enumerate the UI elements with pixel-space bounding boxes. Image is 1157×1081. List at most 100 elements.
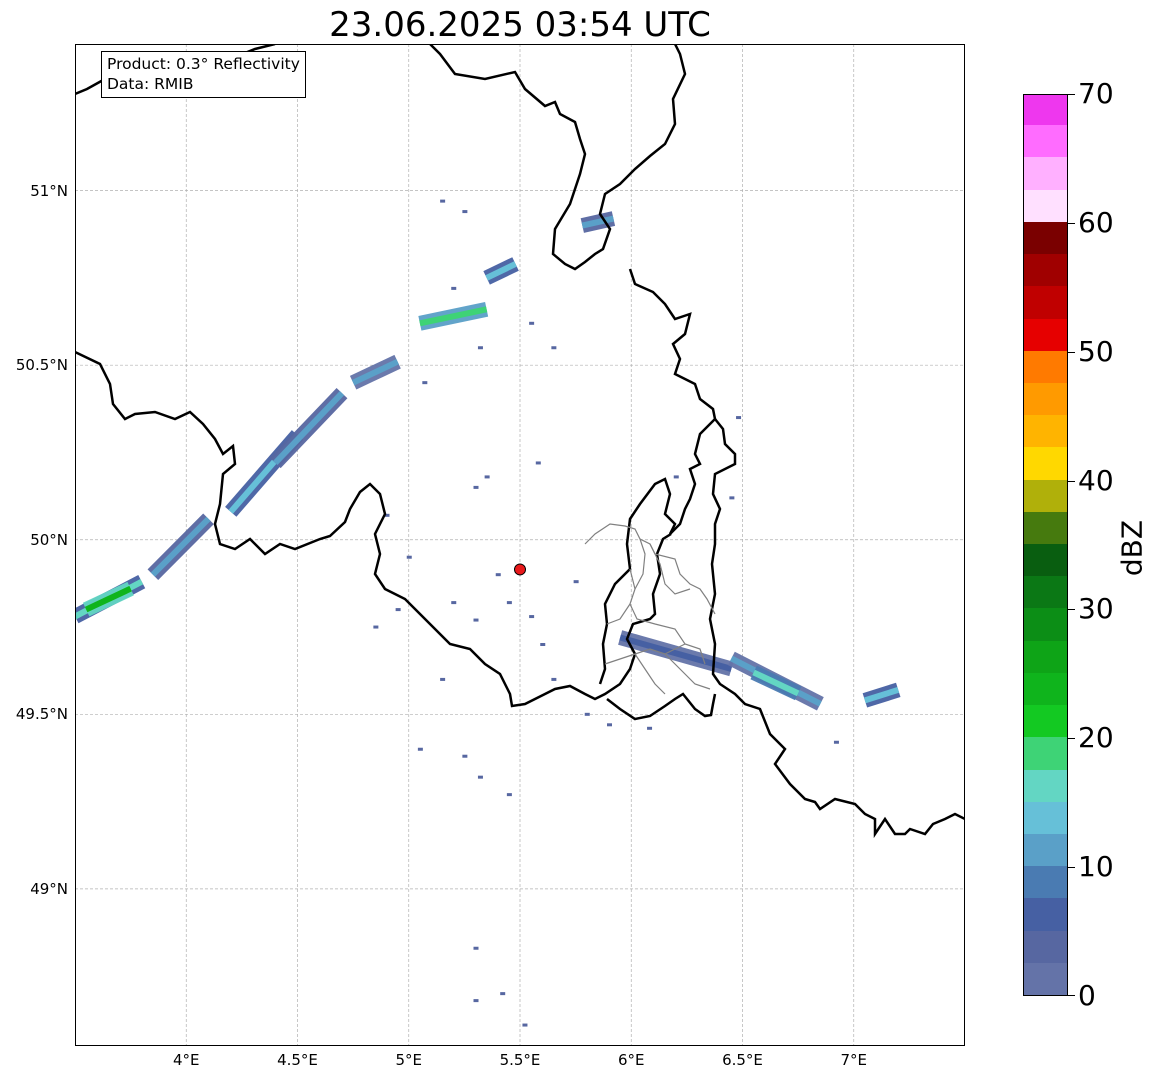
- radar-echo-speckle: [506, 601, 512, 605]
- country-border-belgium-germany: [628, 268, 717, 535]
- radar-echo-speckle: [477, 775, 483, 779]
- colorbar-segment: [1024, 382, 1067, 416]
- subregion-outline: [629, 538, 706, 665]
- colorbar-segment: [1024, 446, 1067, 480]
- colorbar-tick-label: 40: [1078, 463, 1114, 497]
- radar-echo-speckle: [417, 747, 423, 751]
- country-border-france-belgium-south: [75, 350, 672, 708]
- radar-site-marker: [514, 563, 526, 576]
- country-border-france-germany: [606, 692, 717, 721]
- subregion-outline: [606, 543, 691, 625]
- colorbar-tick-label: 10: [1078, 850, 1114, 884]
- colorbar-segment: [1024, 865, 1067, 899]
- longitude-tick-label: 7°E: [840, 1051, 868, 1069]
- colorbar-segment: [1024, 350, 1067, 383]
- map-canvas: [75, 44, 965, 1046]
- radar-echo-speckle: [584, 712, 590, 716]
- colorbar-tick-label: 0: [1078, 979, 1096, 1012]
- radar-echo-speckle: [462, 754, 468, 758]
- longitude-tick-label: 4°E: [172, 1051, 200, 1069]
- country-border-germany-east: [708, 418, 965, 839]
- latitude-tick-label: 49°N: [30, 879, 68, 898]
- colorbar-tick-label: 70: [1078, 77, 1114, 110]
- colorbar-segment: [1024, 962, 1067, 995]
- colorbar-tick-mark: [1068, 351, 1075, 353]
- colorbar-tick-label: 50: [1078, 334, 1114, 368]
- colorbar-segment: [1024, 607, 1067, 641]
- radar-echoes: [75, 199, 901, 1027]
- colorbar-tick-mark: [1068, 480, 1075, 482]
- colorbar-segment: [1024, 704, 1067, 738]
- radar-echo-speckle: [384, 513, 390, 517]
- product-label: Product: 0.3° Reflectivity: [107, 55, 300, 73]
- radar-echo-speckle: [573, 580, 579, 584]
- radar-echo-speckle: [647, 726, 653, 730]
- radar-echo-speckle: [451, 286, 457, 290]
- administrative-subregions: [584, 523, 716, 695]
- colorbar-segment: [1024, 95, 1067, 126]
- country-border-netherlands-belgium: [429, 44, 687, 271]
- colorbar-segment: [1024, 189, 1067, 222]
- colorbar-tick-mark: [1068, 995, 1075, 996]
- radar-echo-speckle: [473, 946, 479, 950]
- country-borders: [75, 44, 965, 839]
- radar-echo-speckle: [473, 999, 479, 1003]
- radar-echo-speckle: [529, 615, 535, 619]
- radar-echo-speckle: [535, 461, 541, 465]
- colorbar-segment: [1024, 929, 1067, 963]
- colorbar-tick-label: 20: [1078, 721, 1114, 755]
- colorbar-tick-label: 60: [1078, 205, 1114, 239]
- radar-echo-speckle: [395, 608, 401, 612]
- radar-echo-speckle: [729, 496, 735, 500]
- map-frame-border: [75, 44, 965, 1046]
- colorbar-tick-mark: [1068, 738, 1075, 740]
- longitude-tick-label: 6°E: [617, 1051, 645, 1069]
- radar-echo-speckle: [451, 601, 457, 605]
- colorbar-tick-mark: [1068, 94, 1075, 95]
- colorbar-segment: [1024, 317, 1067, 351]
- radar-echo-speckle: [506, 793, 512, 797]
- colorbar-tick-mark: [1068, 609, 1075, 611]
- latitude-tick-label: 49.5°N: [15, 705, 68, 724]
- colorbar-segment: [1024, 575, 1067, 609]
- radar-echo-speckle: [406, 555, 412, 559]
- longitude-tick-label: 5.5°E: [499, 1051, 541, 1069]
- radar-echo-speckle: [440, 677, 446, 681]
- colorbar-segment: [1024, 897, 1067, 931]
- colorbar-segment: [1024, 511, 1067, 544]
- radar-echo-speckle: [495, 573, 501, 577]
- longitude-tick-label: 4.5°E: [277, 1051, 318, 1069]
- colorbar-tick-label: 30: [1078, 592, 1114, 626]
- country-border-luxembourg: [598, 477, 677, 685]
- radar-echo-speckle: [440, 199, 446, 203]
- colorbar-segment: [1024, 285, 1067, 319]
- colorbar-segment: [1024, 640, 1067, 673]
- radar-echo-speckle: [736, 416, 742, 420]
- radar-echo-speckle: [540, 643, 546, 647]
- radar-echo-speckle: [477, 346, 483, 350]
- radar-echo-core: [863, 687, 900, 704]
- colorbar-segment: [1024, 156, 1067, 190]
- radar-echo-speckle: [529, 321, 535, 325]
- colorbar-unit-label: dBZ: [1115, 519, 1149, 577]
- radar-site: [514, 563, 526, 576]
- colorbar-segment: [1024, 736, 1067, 770]
- colorbar-segment: [1024, 414, 1067, 448]
- colorbar-segment: [1024, 543, 1067, 577]
- radar-echo-speckle: [462, 210, 468, 214]
- radar-echo-speckle: [500, 992, 506, 996]
- colorbar-segment: [1024, 801, 1067, 834]
- radar-echo-core: [485, 261, 517, 281]
- colorbar-segment: [1024, 221, 1067, 255]
- radar-echo-speckle: [484, 475, 490, 479]
- longitude-tick-label: 6.5°E: [722, 1051, 763, 1069]
- colorbar-segment: [1024, 768, 1067, 802]
- radar-map[interactable]: [75, 44, 965, 1046]
- colorbar-segment: [1024, 672, 1067, 706]
- colorbar-tick-mark: [1068, 222, 1075, 224]
- radar-echo-speckle: [551, 677, 557, 681]
- radar-echo-core: [84, 585, 132, 613]
- product-info-box: Product: 0.3° Reflectivity Data: RMIB: [101, 51, 306, 98]
- radar-echo-speckle: [607, 723, 612, 727]
- colorbar-segment: [1024, 124, 1067, 158]
